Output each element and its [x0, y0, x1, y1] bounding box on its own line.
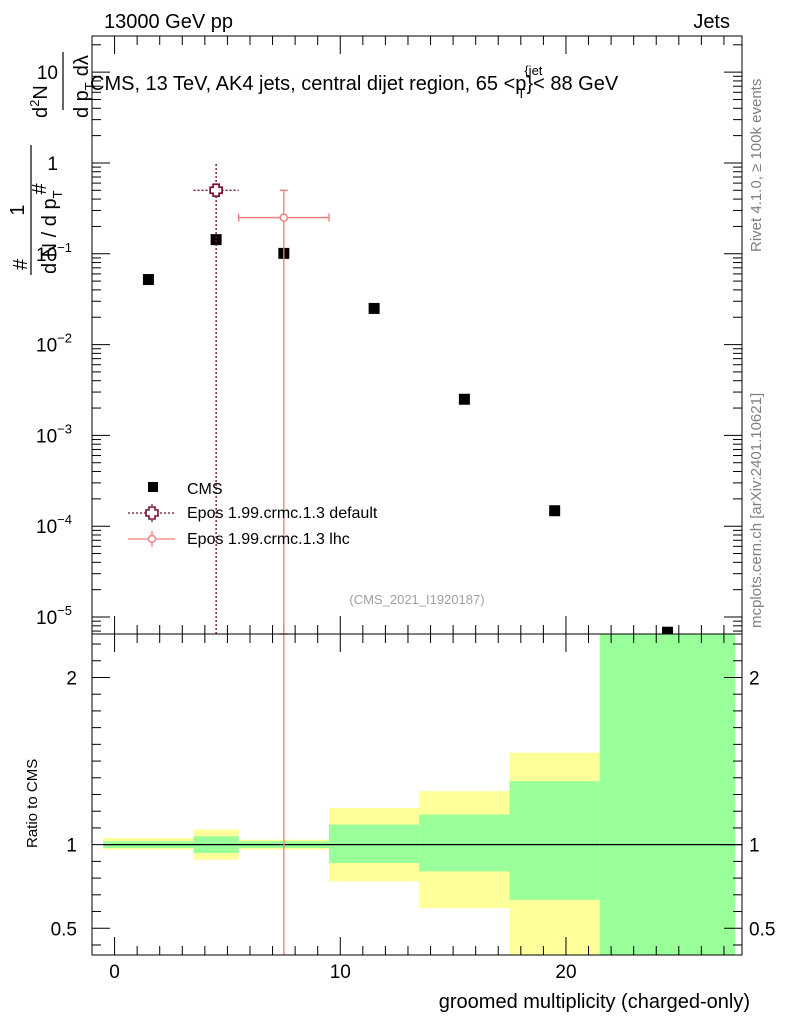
ylabel-dndp-sub: T — [50, 190, 65, 198]
y-tick-label-exponent: −2 — [57, 331, 72, 346]
ratio-band-inner — [419, 814, 510, 872]
y-tick-label: 10−1 — [36, 240, 72, 266]
ratio-y-tick-label-left: 2 — [66, 668, 77, 689]
ratio-band-inner — [509, 781, 600, 900]
y-tick-label-base: 10 — [36, 608, 57, 629]
y-tick-label: 1 — [47, 154, 58, 175]
ratio-bands — [103, 634, 736, 955]
ylabel-d: d — [30, 107, 52, 118]
ylabel-dndp: d N / d p — [39, 198, 61, 274]
ylabel-hash-mid: # — [29, 182, 51, 194]
y-tick-label-base: 10 — [37, 63, 58, 84]
main-title: CMS, 13 TeV, AK4 jets, central dijet reg… — [90, 63, 619, 101]
ratio-y-tick-label-right: 1 — [749, 836, 760, 857]
cms-data-point — [142, 274, 154, 286]
y-tick-label-base: 10 — [36, 426, 57, 447]
ylabel-hash-left: # — [10, 258, 32, 270]
rivet-label: Rivet 4.1.0, ≥ 100k events — [748, 79, 765, 252]
y-tick-label-base: 10 — [36, 336, 57, 357]
title-tail: }< 88 GeV — [526, 73, 618, 95]
ylabel-two: 2 — [27, 100, 42, 107]
header-left: 13000 GeV pp — [104, 11, 233, 33]
y-tick-label: 10−5 — [36, 603, 72, 629]
ylabel-dp-sub: T — [82, 82, 97, 90]
header-right: Jets — [693, 11, 730, 33]
ratio-tick-labels: 0.5 0.51 12 20 10 20 — [51, 668, 776, 983]
cms-data-point — [458, 393, 470, 405]
cms-data-point — [662, 626, 674, 638]
y-tick-label: 10−4 — [36, 512, 72, 538]
y-tick-label: 10−3 — [36, 421, 72, 447]
ratio-y-tick-label-right: 2 — [749, 668, 760, 689]
ratio-y-axis-label: Ratio to CMS — [24, 759, 41, 848]
ylabel-denominator: d N / d pT# — [29, 182, 65, 274]
title-sub: T — [517, 86, 525, 101]
cms-data-point — [368, 302, 380, 314]
ratio-panel-ticks — [91, 634, 742, 955]
y-tick-label: 10−2 — [36, 331, 72, 357]
y-tick-label-base: 10 — [36, 517, 57, 538]
legend-label-cms: CMS — [187, 481, 223, 498]
legend: CMS Epos 1.99.crmc.1.3 default Epos 1.99… — [128, 481, 378, 548]
x-tick-label: 20 — [555, 962, 576, 983]
x-tick-label: 10 — [330, 962, 351, 983]
ratio-y-tick-label-left: 1 — [66, 836, 77, 857]
ylabel-numerator: d2N — [27, 85, 52, 118]
legend-marker-epos-default — [145, 506, 159, 520]
y-tick-label-exponent: −5 — [57, 603, 72, 618]
main-panel-marks — [142, 162, 674, 638]
x-axis-label: groomed multiplicity (charged-only) — [439, 991, 750, 1013]
legend-label-epos-lhc: Epos 1.99.crmc.1.3 lhc — [187, 531, 350, 548]
x-tick-label: 0 — [109, 962, 120, 983]
ylabel-inner-denominator: d pTdλ — [71, 55, 97, 118]
main-panel-ticks — [91, 36, 742, 634]
ylabel-dp: d p — [71, 90, 93, 118]
ratio-band-inner — [599, 634, 736, 955]
y-tick-label-exponent: −4 — [57, 512, 72, 527]
y-tick-label: 10 — [37, 63, 58, 84]
ylabel-dlambda: dλ — [71, 55, 93, 76]
epos-default-data-point — [209, 183, 223, 198]
main-y-axis-label: # 1 d N / d pT# d2N d pTdλ — [7, 52, 97, 275]
cms-data-point — [549, 505, 561, 517]
ratio-y-tick-label-left: 0.5 — [51, 919, 77, 940]
ratio-band-inner — [328, 824, 420, 864]
watermark: (CMS_2021_I1920187) — [349, 592, 484, 607]
ylabel-n: N — [30, 85, 52, 99]
legend-marker-cms — [148, 482, 158, 492]
y-tick-label-exponent: −3 — [57, 421, 72, 436]
mcplots-label: mcplots.cern.ch [arXiv:2401.10621] — [748, 393, 765, 628]
y-tick-label-exponent: −1 — [57, 240, 72, 255]
ratio-y-tick-label-right: 0.5 — [749, 919, 775, 940]
epos-lhc-data-point — [279, 213, 289, 222]
y-tick-label-base: 1 — [47, 154, 58, 175]
title-sup: {jet — [524, 63, 542, 78]
ratio-panel: 0.5 0.51 12 20 10 20 Ratio to CMS groomed mul… — [24, 624, 775, 1013]
cms-data-point — [210, 234, 222, 246]
ylabel-one: 1 — [7, 204, 29, 215]
legend-label-epos-default: Epos 1.99.crmc.1.3 default — [187, 505, 378, 522]
legend-marker-epos-lhc — [147, 534, 157, 544]
y-tick-label-base: 10 — [36, 245, 57, 266]
title-main: CMS, 13 TeV, AK4 jets, central dijet reg… — [90, 73, 526, 95]
